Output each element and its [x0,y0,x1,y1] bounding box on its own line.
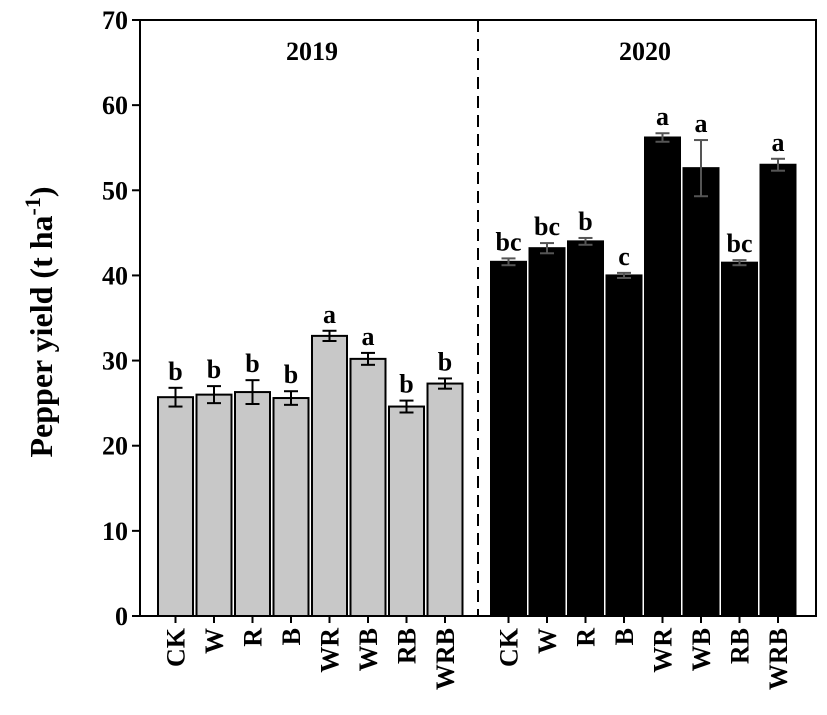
x-tick-label-2020-R: R [572,628,601,647]
significance-letter-2019-R: b [245,349,259,378]
x-tick-label-2019-W: W [200,628,229,654]
x-tick-label-2019-CK: CK [162,627,191,667]
significance-letter-2019-WRB: b [438,347,452,376]
significance-letter-2020-WRB: a [772,128,785,157]
significance-letter-2019-RB: b [399,370,413,399]
x-tick-label-2019-B: B [277,628,306,645]
x-tick-label-2020-W: W [533,628,562,654]
significance-letter-2019-W: b [207,355,221,384]
bar-2019-WB [349,357,387,617]
bar-2020-CK [490,260,527,617]
x-tick-label-2020-WR: WR [649,628,678,673]
x-tick-label-2020-B: B [610,628,639,645]
y-axis-title-text: Pepper yield (t ha [23,215,59,457]
significance-letter-2020-R: b [578,207,592,236]
y-axis-title-close: ) [23,186,59,197]
y-tick-label: 30 [102,347,128,376]
significance-letter-2019-B: b [284,360,298,389]
bar-2019-B [272,397,310,617]
significance-letter-2020-WB: a [695,109,708,138]
y-tick-label: 40 [102,261,128,290]
bar-2020-B [605,274,643,617]
significance-letter-2020-RB: bc [727,229,753,258]
significance-letter-2020-W: bc [534,212,560,241]
y-axis-title-superscript: -1 [20,197,45,215]
x-tick-label-2019-RB: RB [393,628,422,664]
y-tick-label: 50 [102,176,128,205]
bar-2019-WRB [426,382,464,617]
x-tick-label-2020-WRB: WRB [764,628,793,690]
significance-letter-2020-WR: a [656,102,669,131]
x-tick-label-2020-CK: CK [495,627,524,667]
labels-group: 0102030405060702019bCKbWbRbBaWRaWBbRBbWR… [102,6,793,690]
y-tick-label: 0 [115,602,128,631]
bar-2019-RB [388,405,425,618]
plot-area [132,19,817,623]
bars-group [157,132,797,618]
bar-2019-W [195,393,233,617]
significance-letter-2020-B: c [618,242,630,271]
y-tick-label: 70 [102,6,128,35]
bar-2019-WR [311,334,348,617]
x-tick-label-2020-RB: RB [726,628,755,664]
significance-letter-2020-CK: bc [496,227,522,256]
y-tick-label: 20 [102,432,128,461]
x-tick-label-2019-WB: WB [354,628,383,671]
bar-2020-R [567,240,604,617]
bar-2019-CK [157,396,194,617]
y-tick-label: 10 [102,517,128,546]
x-tick-label-2020-WB: WB [687,628,716,671]
bar-2020-RB [721,261,758,617]
bar-2020-WB [682,167,720,618]
bar-2020-W [528,247,566,617]
panel-title-2020: 2020 [619,37,671,66]
y-tick-label: 60 [102,91,128,120]
x-tick-label-2019-WRB: WRB [431,628,460,690]
panel-title-2019: 2019 [286,37,338,66]
bar-2020-WRB [759,163,797,617]
bar-2020-WR [644,136,681,618]
significance-letter-2019-WR: a [323,300,336,329]
y-axis-title: Pepper yield (t ha-1) [20,186,59,457]
x-tick-label-2019-R: R [239,628,268,647]
significance-letter-2019-WB: a [362,322,375,351]
significance-letter-2019-CK: b [168,357,182,386]
x-tick-label-2019-WR: WR [316,628,345,673]
bar-2019-R [234,391,271,617]
